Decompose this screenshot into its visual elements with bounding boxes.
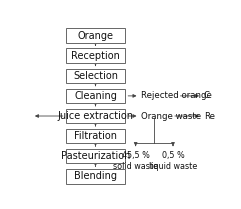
Text: 45,5 %
solid waste: 45,5 % solid waste — [113, 151, 158, 171]
Text: 0,5 %
liquid waste: 0,5 % liquid waste — [149, 151, 197, 171]
Text: Blending: Blending — [74, 171, 117, 181]
Text: Juice extraction: Juice extraction — [58, 111, 134, 121]
Text: Rejected orange: Rejected orange — [141, 91, 212, 100]
Text: Cleaning: Cleaning — [74, 91, 117, 101]
FancyBboxPatch shape — [66, 48, 125, 63]
Text: Selection: Selection — [73, 71, 118, 81]
FancyBboxPatch shape — [66, 129, 125, 143]
FancyBboxPatch shape — [66, 149, 125, 163]
Text: Pasteurization: Pasteurization — [61, 151, 130, 161]
Text: Re: Re — [204, 112, 215, 121]
FancyBboxPatch shape — [66, 28, 125, 43]
FancyBboxPatch shape — [66, 89, 125, 103]
FancyBboxPatch shape — [66, 169, 125, 184]
Text: Reception: Reception — [71, 51, 120, 61]
FancyBboxPatch shape — [66, 69, 125, 83]
FancyBboxPatch shape — [66, 109, 125, 123]
Text: Filtration: Filtration — [74, 131, 117, 141]
Text: Orange waste: Orange waste — [141, 112, 201, 121]
Text: C: C — [204, 91, 210, 100]
Text: Orange: Orange — [78, 31, 114, 41]
